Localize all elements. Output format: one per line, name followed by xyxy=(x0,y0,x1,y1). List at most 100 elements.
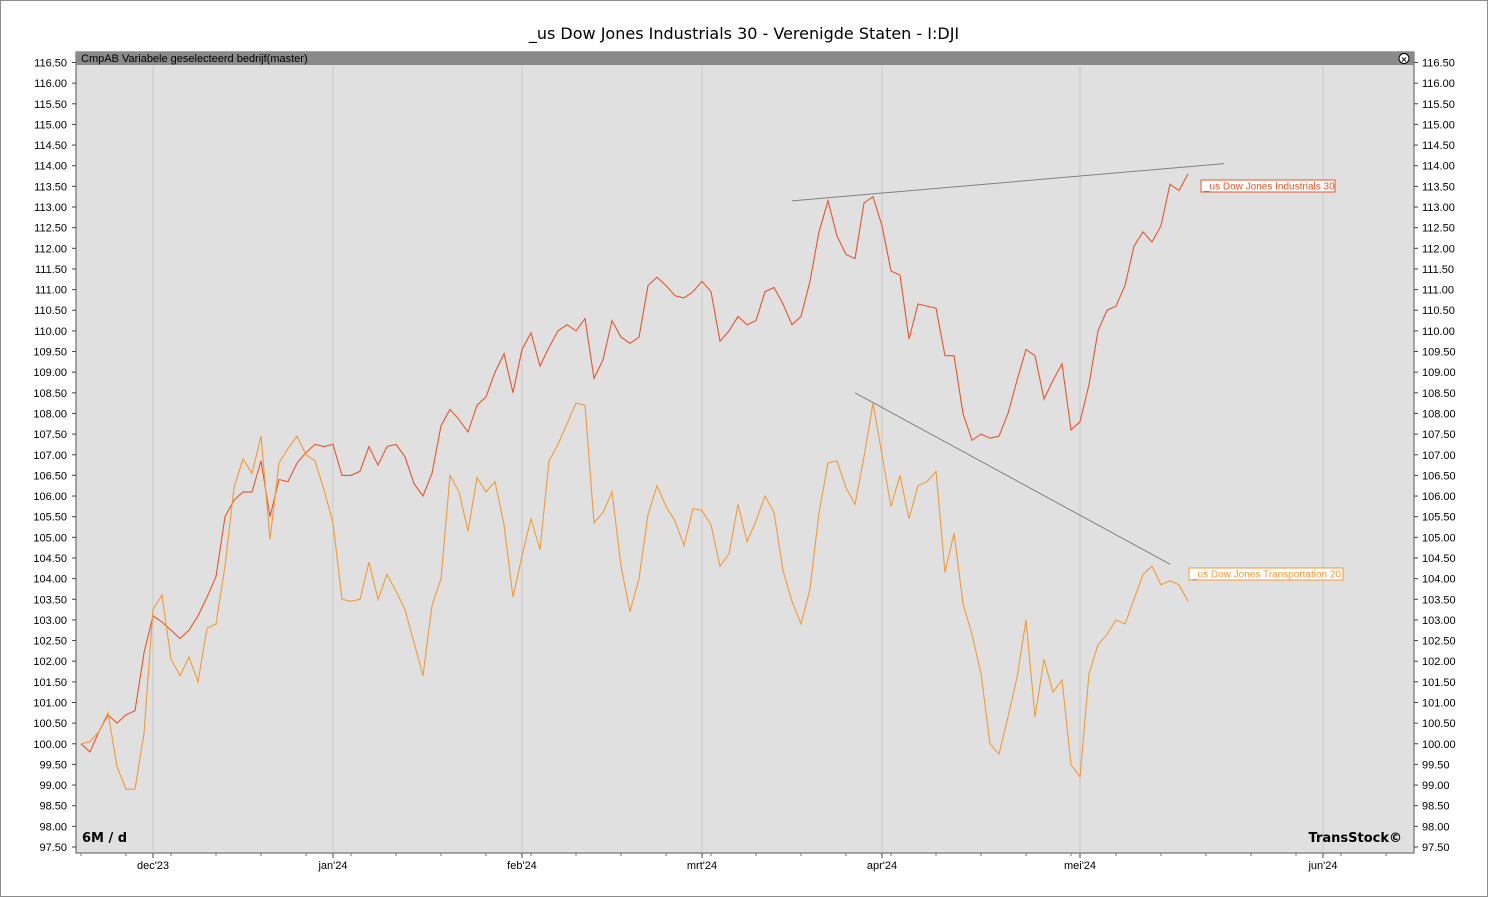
x-tick-label: mrt'24 xyxy=(687,860,717,872)
y-tick-label-right: 111.00 xyxy=(1422,285,1454,297)
y-tick-label-right: 109.00 xyxy=(1422,367,1456,379)
y-tick-label-left: 115.50 xyxy=(34,99,67,111)
y-tick-label-left: 100.50 xyxy=(33,718,67,730)
y-tick-label-right: 98.00 xyxy=(1422,821,1450,833)
y-tick-label-left: 100.00 xyxy=(33,739,67,751)
y-tick-label-left: 116.00 xyxy=(34,78,67,90)
grid-lines xyxy=(152,66,1324,853)
y-tick-label-left: 112.00 xyxy=(34,243,67,255)
y-tick-label-right: 115.50 xyxy=(1422,99,1455,111)
close-icon[interactable]: × xyxy=(1398,53,1410,65)
y-tick-label-left: 113.50 xyxy=(34,181,67,193)
y-tick-label-left: 111.50 xyxy=(35,264,67,276)
y-tick-label-right: 101.00 xyxy=(1422,697,1456,709)
y-axis-right: 97.50 98.00 98.50 99.00 99.50 100.00 100.50 101… xyxy=(1414,58,1456,854)
panel-label: CmpAB Variabele geselecteerd bedrijf(mas… xyxy=(81,53,308,65)
panel-header xyxy=(76,52,1414,65)
plot-area xyxy=(75,51,1415,854)
trendline[interactable] xyxy=(854,392,1171,565)
y-axis-left: 97.50 98.00 98.50 99.00 99.50 100.00 100.50 101… xyxy=(33,58,76,854)
y-tick-label-left: 106.00 xyxy=(33,491,67,503)
trendline[interactable] xyxy=(791,163,1225,202)
y-tick-label-right: 116.00 xyxy=(1422,78,1455,90)
legend: _us Dow Jones Industrials 30 _us Dow Jone… xyxy=(1188,179,1344,581)
y-tick-label-right: 99.50 xyxy=(1422,759,1450,771)
y-tick-label-left: 107.50 xyxy=(33,429,67,441)
y-tick-label-left: 113.00 xyxy=(34,202,67,214)
y-tick-label-right: 115.00 xyxy=(1422,119,1455,131)
y-tick-label-left: 98.50 xyxy=(39,801,67,813)
y-tick-label-right: 101.50 xyxy=(1422,677,1456,689)
y-tick-label-left: 115.00 xyxy=(34,119,67,131)
y-tick-label-right: 113.50 xyxy=(1422,181,1455,193)
x-tick-label: dec'23 xyxy=(137,860,169,872)
x-tick-label: feb'24 xyxy=(507,860,537,872)
y-tick-label-left: 108.50 xyxy=(33,388,67,400)
chart-title: _us Dow Jones Industrials 30 - Verenigde… xyxy=(528,24,960,43)
y-tick-label-left: 102.00 xyxy=(33,656,67,668)
y-tick-label-left: 103.50 xyxy=(33,594,67,606)
y-tick-label-right: 102.50 xyxy=(1422,636,1456,648)
y-tick-label-left: 104.50 xyxy=(33,553,67,565)
y-tick-label-left: 111.00 xyxy=(35,285,67,297)
y-tick-label-right: 116.50 xyxy=(1422,58,1455,70)
y-tick-label-right: 108.00 xyxy=(1422,408,1456,420)
y-tick-label-right: 110.00 xyxy=(1422,326,1455,338)
y-tick-label-left: 114.00 xyxy=(34,161,67,173)
y-tick-label-left: 97.50 xyxy=(39,842,67,854)
x-tick-label: jan'24 xyxy=(317,860,347,872)
y-tick-label-left: 103.00 xyxy=(33,615,67,627)
brand-label: TransStock© xyxy=(1309,831,1402,846)
y-tick-label-left: 107.00 xyxy=(33,450,67,462)
y-tick-label-left: 116.50 xyxy=(34,58,67,70)
y-tick-label-left: 110.50 xyxy=(34,305,67,317)
y-tick-label-left: 112.50 xyxy=(34,223,67,235)
y-tick-label-right: 102.00 xyxy=(1422,656,1456,668)
y-tick-label-left: 106.50 xyxy=(33,470,67,482)
y-tick-label-right: 112.50 xyxy=(1422,223,1455,235)
x-tick-label: jun'24 xyxy=(1307,860,1337,872)
y-tick-label-left: 99.50 xyxy=(39,759,67,771)
y-tick-label-right: 109.50 xyxy=(1422,347,1456,359)
y-tick-label-left: 108.00 xyxy=(33,408,67,420)
y-tick-label-left: 105.50 xyxy=(33,512,67,524)
trendlines xyxy=(791,163,1225,565)
y-tick-label-left: 102.50 xyxy=(33,636,67,648)
y-tick-label-left: 101.50 xyxy=(33,677,67,689)
y-tick-label-right: 111.50 xyxy=(1422,264,1454,276)
legend-box xyxy=(1188,567,1344,581)
y-tick-label-right: 104.50 xyxy=(1422,553,1456,565)
y-tick-label-left: 114.50 xyxy=(34,140,67,152)
y-tick-label-right: 103.50 xyxy=(1422,594,1456,606)
y-tick-label-left: 105.00 xyxy=(33,532,67,544)
legend-box xyxy=(1200,179,1336,193)
y-tick-label-left: 98.00 xyxy=(39,821,67,833)
y-tick-label-right: 110.50 xyxy=(1422,305,1455,317)
x-axis: dec'23 jan'24 feb'24 mrt'24 apr'24 mei'24 jun'… xyxy=(80,853,1387,872)
y-tick-label-right: 99.00 xyxy=(1422,780,1450,792)
y-tick-label-right: 104.00 xyxy=(1422,574,1456,586)
y-tick-label-right: 105.50 xyxy=(1422,512,1456,524)
y-tick-label-left: 101.00 xyxy=(33,697,67,709)
x-tick-label: apr'24 xyxy=(867,860,897,872)
y-tick-label-left: 109.00 xyxy=(33,367,67,379)
y-tick-label-right: 106.00 xyxy=(1422,491,1456,503)
legend-label: _us Dow Jones Transportation 20 xyxy=(1191,570,1341,581)
x-tick-label: mei'24 xyxy=(1064,860,1096,872)
y-tick-label-right: 100.50 xyxy=(1422,718,1456,730)
y-tick-label-left: 99.00 xyxy=(39,780,67,792)
y-tick-label-right: 105.00 xyxy=(1422,532,1456,544)
y-tick-label-right: 100.00 xyxy=(1422,739,1456,751)
y-tick-label-left: 109.50 xyxy=(33,347,67,359)
series-lines xyxy=(80,173,1189,790)
svg-text:×: × xyxy=(1401,55,1408,64)
y-tick-label-right: 107.00 xyxy=(1422,450,1456,462)
y-tick-label-right: 114.50 xyxy=(1422,140,1455,152)
y-tick-label-right: 103.00 xyxy=(1422,615,1456,627)
y-tick-label-right: 114.00 xyxy=(1422,161,1455,173)
y-tick-label-left: 110.00 xyxy=(34,326,67,338)
y-tick-label-left: 104.00 xyxy=(33,574,67,586)
legend-label: _us Dow Jones Industrials 30 xyxy=(1203,182,1335,193)
period-label: 6M / d xyxy=(82,831,127,846)
y-tick-label-right: 113.00 xyxy=(1422,202,1455,214)
